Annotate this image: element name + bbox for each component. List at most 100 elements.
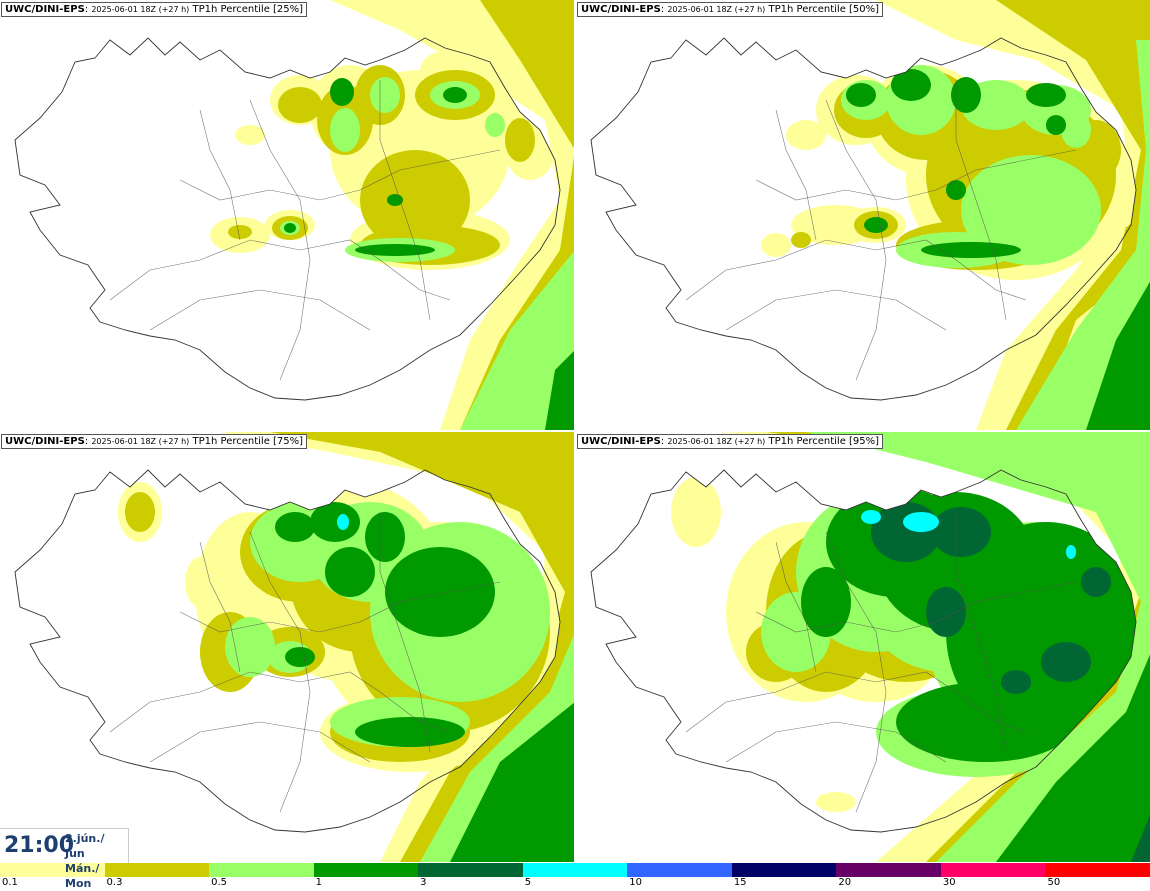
colorbar-tick-label: 3	[420, 877, 427, 888]
coastline	[590, 469, 1137, 833]
precip-area	[125, 492, 155, 532]
colorbar-tick-label: 0.5	[211, 877, 227, 888]
map-panel-p75: UWC/DINI-EPS: 2025-06-01 18Z (+27 h) TP1…	[0, 432, 575, 862]
border-line	[955, 80, 1007, 321]
border-line	[725, 289, 947, 331]
precip-area	[270, 432, 575, 862]
coastline	[590, 37, 1137, 401]
colorbar-tick-label: 20	[838, 877, 852, 888]
model-name: UWC/DINI-EPS	[581, 4, 661, 15]
colorbar-segment	[104, 863, 210, 877]
colorbar-tick-label: 15	[733, 877, 747, 888]
colorbar-segment	[209, 863, 314, 877]
colorbar-tick-label: 30	[942, 877, 956, 888]
colorbar-segment	[522, 863, 628, 877]
field-name: TP1h Percentile [25%]	[192, 4, 304, 15]
colorbar-ticks: 0.1 0.3 0.5 1 3 5 10 15 20 30 50	[0, 877, 1150, 891]
precip-area	[370, 77, 400, 113]
field-name: TP1h Percentile [50%]	[768, 4, 880, 15]
precip-area	[355, 717, 465, 747]
precipitation-map	[590, 0, 1150, 430]
border-line	[755, 149, 1077, 201]
precip-area	[385, 547, 495, 637]
precip-area	[325, 547, 375, 597]
precip-area	[485, 113, 505, 137]
panel-divider	[0, 430, 1150, 432]
border-line	[825, 99, 887, 381]
colorbar-tick-label: 1	[315, 877, 322, 888]
precip-area	[460, 0, 575, 430]
border-line	[755, 581, 1077, 633]
colorbar-segment	[313, 863, 419, 877]
precip-area	[951, 77, 981, 113]
model-name: UWC/DINI-EPS	[5, 436, 85, 447]
precip-area	[443, 87, 467, 103]
border-line	[249, 99, 311, 381]
border-line	[149, 721, 371, 763]
precip-area	[806, 432, 1150, 862]
border-line	[199, 541, 241, 673]
precip-area	[996, 0, 1150, 430]
border-line	[685, 671, 1027, 733]
colorbar-tick-label: 10	[629, 877, 642, 888]
colorbar-segment	[836, 863, 941, 877]
precip-area	[387, 194, 403, 206]
colorbar-segment	[731, 863, 837, 877]
precip-area	[891, 69, 931, 101]
precipitation-map	[590, 432, 1150, 862]
border-line	[109, 671, 451, 733]
precip-area	[337, 514, 349, 530]
precip-area	[545, 350, 575, 430]
precip-area	[355, 244, 435, 256]
precip-area	[284, 223, 296, 233]
precip-area	[330, 108, 360, 152]
border-line	[775, 541, 817, 673]
model-name: UWC/DINI-EPS	[5, 4, 85, 15]
border-line	[379, 80, 431, 321]
precip-area	[864, 217, 888, 233]
precip-area	[1046, 115, 1066, 135]
border-line	[179, 581, 501, 633]
precip-area	[278, 87, 322, 123]
precip-area	[1026, 83, 1066, 107]
precip-area	[450, 702, 575, 862]
precip-area	[996, 654, 1150, 862]
precip-area	[861, 510, 881, 524]
coastline	[14, 37, 561, 401]
field-name: TP1h Percentile [95%]	[768, 436, 880, 447]
precip-area	[1061, 112, 1091, 148]
border-line	[379, 512, 431, 753]
precip-area	[505, 118, 535, 162]
precip-area	[903, 512, 939, 532]
precip-area	[931, 507, 991, 557]
precip-area	[846, 83, 876, 107]
precip-area	[1016, 40, 1150, 430]
precip-area	[921, 242, 1021, 258]
precip-area	[1086, 281, 1150, 430]
border-line	[685, 239, 1027, 301]
precip-area	[1001, 670, 1031, 694]
run-info: 2025-06-01 18Z (+27 h)	[91, 5, 190, 14]
precip-area	[671, 477, 721, 547]
precip-area	[185, 557, 215, 607]
panel-title: UWC/DINI-EPS: 2025-06-01 18Z (+27 h) TP1…	[1, 434, 308, 449]
precip-area	[786, 120, 826, 150]
run-info: 2025-06-01 18Z (+27 h)	[667, 5, 766, 14]
precip-area	[275, 512, 315, 542]
map-panel-p95: UWC/DINI-EPS: 2025-06-01 18Z (+27 h) TP1…	[576, 432, 1150, 862]
precip-area	[876, 0, 1150, 430]
date-label: 2.jún./ Jun	[65, 832, 105, 860]
precip-area	[791, 232, 811, 248]
precipitation-map	[14, 432, 575, 862]
colorbar-segment	[418, 863, 523, 877]
precip-area	[310, 502, 360, 542]
map-panel-p25: UWC/DINI-EPS: 2025-06-01 18Z (+27 h) TP1…	[0, 0, 575, 430]
precip-area	[926, 587, 966, 637]
colorbar-segment	[940, 863, 1046, 877]
precip-area	[761, 233, 791, 257]
run-info: 2025-06-01 18Z (+27 h)	[667, 437, 766, 446]
colorbar	[0, 863, 1150, 877]
border-line	[249, 531, 311, 813]
run-info: 2025-06-01 18Z (+27 h)	[91, 437, 190, 446]
colorbar-tick-label: 5	[524, 877, 532, 888]
